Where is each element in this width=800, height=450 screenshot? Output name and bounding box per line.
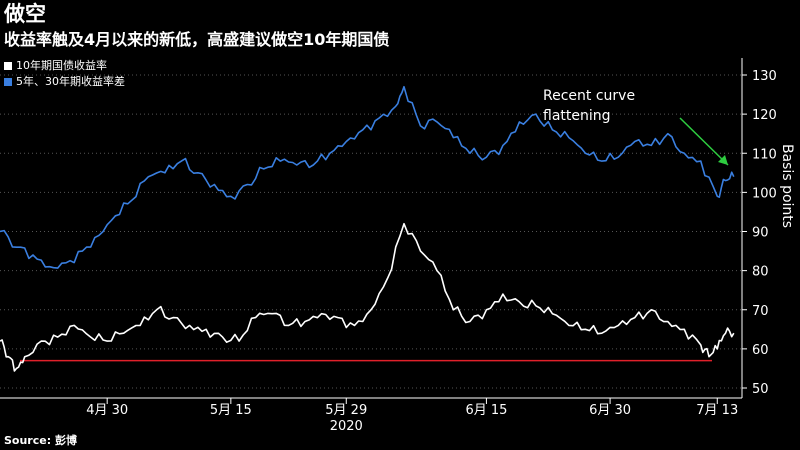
- annotation-arrow: [679, 117, 729, 166]
- y-tick-label-50: 50: [752, 382, 769, 397]
- y-tick-label-60: 60: [752, 343, 769, 358]
- legend-item-10y: 10年期国债收益率: [4, 58, 125, 74]
- x-tick-label-0: 4月 30: [86, 403, 128, 418]
- legend-swatch-10y: [4, 62, 12, 70]
- y-tick-label-120: 120: [752, 108, 777, 123]
- y-tick-label-110: 110: [752, 147, 777, 162]
- chart-subtitle: 收益率触及4月以来的新低，高盛建议做空10年期国债: [4, 30, 390, 49]
- source-note: Source: 彭博: [4, 434, 77, 447]
- y-tick-label-70: 70: [752, 304, 769, 319]
- legend-item-spread: 5年、30年期收益率差: [4, 74, 125, 90]
- annotation-arrow-head: [718, 155, 728, 165]
- legend-swatch-spread: [4, 78, 12, 86]
- chart-title: 做空: [4, 2, 46, 26]
- y-tick-label-100: 100: [752, 186, 777, 201]
- y-axis-label: Basis points: [779, 144, 795, 228]
- series-line-spread: [0, 85, 735, 269]
- annotation-text-0: Recent curve: [543, 88, 635, 104]
- x-tick-label-2: 5月 29: [325, 403, 367, 418]
- legend-label-10y: 10年期国债收益率: [16, 59, 107, 72]
- legend: 10年期国债收益率 5年、30年期收益率差: [4, 58, 125, 90]
- legend-label-spread: 5年、30年期收益率差: [16, 75, 125, 88]
- x-tick-label-1: 5月 15: [210, 403, 252, 418]
- y-tick-label-130: 130: [752, 69, 777, 84]
- x-tick-label-5: 7月 13: [696, 403, 738, 418]
- x-year-label: 2020: [330, 419, 363, 434]
- y-tick-label-90: 90: [752, 226, 769, 241]
- x-tick-label-4: 6月 30: [589, 403, 631, 418]
- series-line-10y: [0, 222, 735, 372]
- x-tick-label-3: 6月 15: [465, 403, 507, 418]
- annotation-text-1: flattening: [543, 108, 611, 124]
- y-tick-label-80: 80: [752, 265, 769, 280]
